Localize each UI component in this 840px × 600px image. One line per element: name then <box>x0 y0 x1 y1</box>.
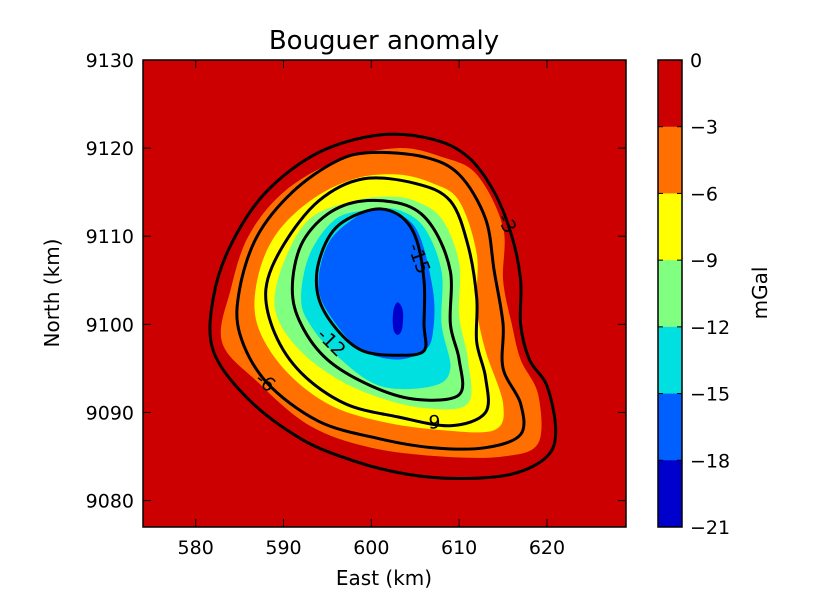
colorbar-tick-label: 0 <box>690 50 702 72</box>
filled-region-18-to-15 <box>318 209 435 360</box>
y-tick-label: 9100 <box>86 314 134 336</box>
x-axis-label: East (km) <box>336 566 432 590</box>
contour-line-6 <box>235 150 526 451</box>
colorbar-band <box>658 460 682 528</box>
colorbar-band <box>658 193 682 261</box>
colorbar-ticks: 0 −3 −6 −9 −12 −15 −18 −21 <box>658 50 730 539</box>
colorbar-band <box>658 393 682 461</box>
y-axis-ticks: 9080 9090 9100 9110 9120 9130 <box>86 50 626 513</box>
plot-frame <box>142 59 627 528</box>
filled-region-21-to-18 <box>392 302 404 335</box>
contour-line-15 <box>314 207 428 357</box>
plot-area: -3-6-9-12-15 <box>143 60 626 527</box>
x-tick-label: 580 <box>178 537 214 559</box>
y-tick-label: 9120 <box>86 138 134 160</box>
colorbar-tick-label: −21 <box>690 517 730 539</box>
x-tick-label: 600 <box>353 537 389 559</box>
colorbar-band <box>658 60 682 128</box>
y-axis-label: North (km) <box>40 239 64 348</box>
colorbar-band <box>658 260 682 328</box>
colorbar-tick-label: −6 <box>690 183 718 205</box>
chart-title: Bouguer anomaly <box>269 26 499 56</box>
colorbar-frame <box>657 59 683 528</box>
colorbar-tick-label: −3 <box>690 117 718 139</box>
colorbar-tick-label: −18 <box>690 450 730 472</box>
colorbar-tick-label: −9 <box>690 250 718 272</box>
x-tick-label: 610 <box>441 537 477 559</box>
y-tick-label: 9080 <box>86 491 134 513</box>
x-tick-label: 620 <box>529 537 565 559</box>
colorbar-band <box>658 326 682 395</box>
y-tick-label: 9090 <box>86 402 134 424</box>
x-axis-ticks: 580 590 600 610 620 <box>178 60 565 559</box>
contour-lines <box>208 132 558 480</box>
colorbar <box>658 60 682 528</box>
contour-line-12 <box>290 198 465 402</box>
colorbar-tick-label: −15 <box>690 384 730 406</box>
x-tick-label: 590 <box>265 537 301 559</box>
colorbar-band <box>658 126 682 194</box>
contour-label: -9 <box>422 411 441 433</box>
contour-label-group: -9 <box>422 411 441 433</box>
colorbar-tick-label: −12 <box>690 317 730 339</box>
y-tick-label: 9110 <box>86 226 134 248</box>
contour-line-3 <box>208 132 558 480</box>
y-tick-label: 9130 <box>86 50 134 72</box>
colorbar-label: mGal <box>748 267 772 320</box>
contour-line-9 <box>264 176 490 428</box>
